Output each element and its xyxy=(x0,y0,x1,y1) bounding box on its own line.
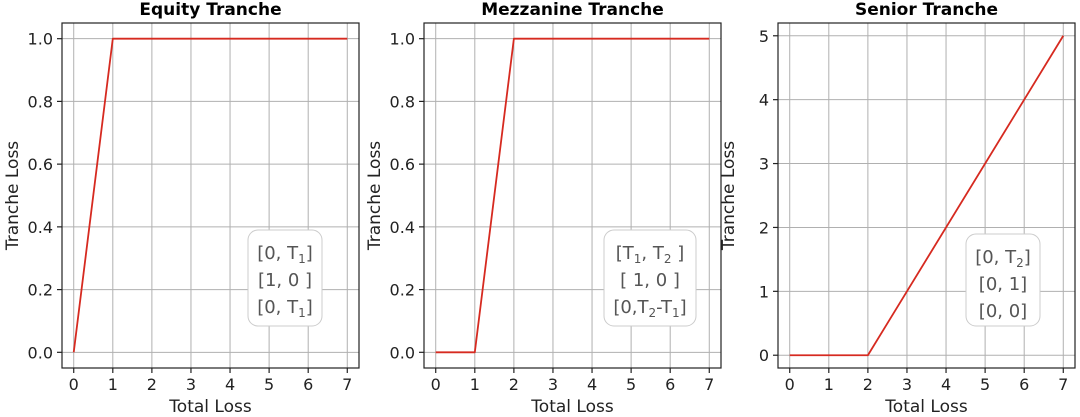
y-tick-label: 2 xyxy=(759,218,769,237)
y-tick-label: 0.6 xyxy=(28,155,53,174)
y-tick-label: 1 xyxy=(759,282,769,301)
chart-panel-equity: Equity Tranche 0 1 2 3 4 5 6 7 0.0 0.2 0.4 0.6 0.8 1.0… xyxy=(0,0,360,417)
chart-panel-mezzanine: Mezzanine Tranche 0 1 2 3 4 5 6 7 0.0 0.2 0.4 0.6 0.8… xyxy=(362,0,722,417)
x-tick-label: 7 xyxy=(704,375,714,394)
x-axis-label: Total Loss xyxy=(530,397,614,417)
chart-equity: Equity Tranche 0 1 2 3 4 5 6 7 0.0 0.2 0.4 0.6 0.8 1.0… xyxy=(3,0,360,417)
x-tick-label: 2 xyxy=(863,375,873,394)
x-tick-label: 0 xyxy=(785,375,795,394)
x-tick-label: 2 xyxy=(509,375,519,394)
y-tick-label: 0.2 xyxy=(28,281,53,300)
x-tick-label: 5 xyxy=(626,375,636,394)
y-tick-label: 0.0 xyxy=(390,343,415,362)
x-tick-label: 0 xyxy=(431,375,441,394)
x-tick-label: 3 xyxy=(902,375,912,394)
annotation-frame xyxy=(965,233,1041,327)
annotation-line: [0, T2​] xyxy=(975,247,1031,270)
plot-frame xyxy=(423,22,722,369)
annotation-frame xyxy=(603,229,697,327)
x-tick-label: 6 xyxy=(665,375,675,394)
y-tick-label: 0.2 xyxy=(390,281,415,300)
x-tick-label: 2 xyxy=(147,375,157,394)
x-tick-label: 7 xyxy=(342,375,352,394)
chart-title: Senior Tranche xyxy=(855,0,998,20)
x-tick-label: 3 xyxy=(548,375,558,394)
y-tick-label: 0.6 xyxy=(390,155,415,174)
y-axis-label: Tranche Loss xyxy=(365,141,385,251)
x-tick-label: 7 xyxy=(1058,375,1068,394)
annotation-box: [0, T1​] [1, 0 ] [0, T1​] xyxy=(247,229,323,327)
annotation-box: [T1​, T2​ ] [ 1, 0 ] [0,T2​-T1​] xyxy=(603,229,697,327)
x-axis-label: Total Loss xyxy=(168,397,252,417)
series-line xyxy=(72,37,348,353)
annotation-line: [0, T1​] xyxy=(257,243,313,266)
chart-senior: Senior Tranche 0 1 2 3 4 5 6 7 0 1 2 3 4 5 Total Loss Tr… xyxy=(719,0,1076,417)
y-tick-label: 5 xyxy=(759,27,769,46)
annotation-box: [0, T2​] [0, 1] [0, 0] xyxy=(965,233,1041,327)
series-line xyxy=(789,35,1065,357)
x-tick-label: 0 xyxy=(69,375,79,394)
annotation-line: [0, T1​] xyxy=(257,297,313,320)
annotation-line: [0,T2​-T1​] xyxy=(613,297,686,320)
x-tick-label: 6 xyxy=(303,375,313,394)
y-axis-label: Tranche Loss xyxy=(719,141,739,251)
y-tick-label: 0.8 xyxy=(28,92,53,111)
annotation-line: [ 1, 0 ] xyxy=(620,270,680,291)
x-tick-label: 5 xyxy=(264,375,274,394)
chart-title: Mezzanine Tranche xyxy=(481,0,664,20)
plot-frame xyxy=(61,22,360,369)
x-tick-label: 1 xyxy=(108,375,118,394)
x-tick-label: 5 xyxy=(980,375,990,394)
y-tick-label: 3 xyxy=(759,155,769,174)
annotation-line: [1, 0 ] xyxy=(258,270,312,291)
x-tick-label: 6 xyxy=(1019,375,1029,394)
x-tick-label: 1 xyxy=(470,375,480,394)
y-tick-label: 0.8 xyxy=(390,92,415,111)
y-axis-label: Tranche Loss xyxy=(3,141,23,251)
chart-panel-senior: Senior Tranche 0 1 2 3 4 5 6 7 0 1 2 3 4 5 Total Loss Tr… xyxy=(716,0,1076,417)
y-tick-label: 1.0 xyxy=(28,30,53,49)
x-tick-label: 4 xyxy=(225,375,235,394)
y-tick-label: 0 xyxy=(759,346,769,365)
y-tick-label: 1.0 xyxy=(390,30,415,49)
annotation-line: [0, 1] xyxy=(979,274,1027,295)
y-tick-label: 4 xyxy=(759,91,769,110)
annotation-frame xyxy=(247,229,323,327)
x-tick-label: 1 xyxy=(824,375,834,394)
y-tick-label: 0.4 xyxy=(28,218,53,237)
series-line xyxy=(435,37,710,354)
x-tick-label: 4 xyxy=(941,375,951,394)
y-tick-label: 0.0 xyxy=(28,343,53,362)
annotation-line: [T1​, T2​ ] xyxy=(616,243,685,266)
chart-mezzanine: Mezzanine Tranche 0 1 2 3 4 5 6 7 0.0 0.2 0.4 0.6 0.8… xyxy=(365,0,722,417)
x-tick-label: 4 xyxy=(587,375,597,394)
y-tick-label: 0.4 xyxy=(390,218,415,237)
chart-title: Equity Tranche xyxy=(139,0,281,20)
x-tick-label: 3 xyxy=(186,375,196,394)
annotation-line: [0, 0] xyxy=(979,301,1027,322)
plot-frame xyxy=(777,22,1076,369)
x-axis-label: Total Loss xyxy=(884,397,968,417)
